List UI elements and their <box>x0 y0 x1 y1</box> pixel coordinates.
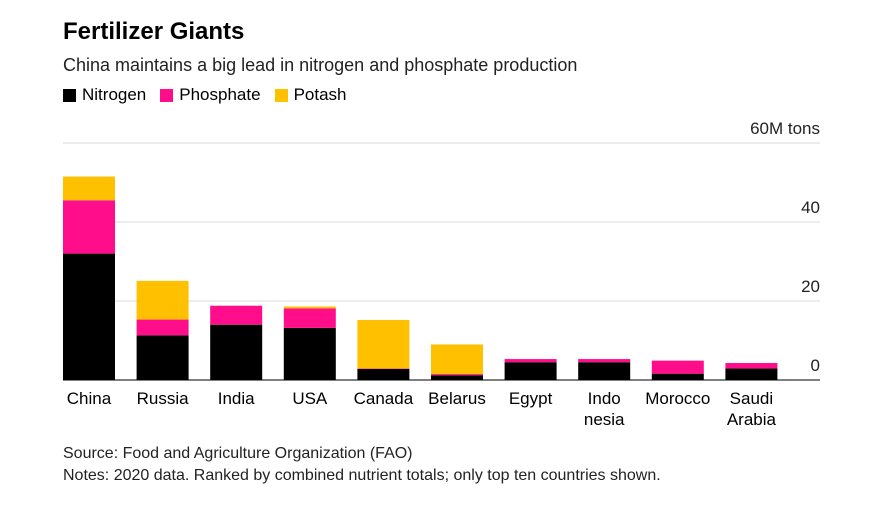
category-label-indonesia-line1: nesia <box>584 410 625 429</box>
category-label-india: India <box>218 389 255 408</box>
bar-nitrogen-usa <box>283 327 336 380</box>
bar-potash-belarus <box>431 344 483 375</box>
legend-swatch-nitrogen <box>63 88 76 102</box>
category-label-canada: Canada <box>354 389 414 408</box>
legend-label-nitrogen: Nitrogen <box>82 85 147 104</box>
category-label-saudiarabia-line0: Saudi <box>730 389 773 408</box>
category-label-usa: USA <box>292 389 328 408</box>
bar-phosphate-saudiarabia <box>725 363 778 369</box>
source-note: Source: Food and Agriculture Organizatio… <box>63 445 413 462</box>
bar-phosphate-russia <box>136 319 189 336</box>
bar-nitrogen-india <box>210 324 263 380</box>
bar-phosphate-usa <box>283 308 336 328</box>
category-label-saudiarabia-line1: Arabia <box>727 410 777 429</box>
category-label-russia: Russia <box>137 389 190 408</box>
bar-nitrogen-belarus <box>431 375 483 380</box>
bar-nitrogen-russia <box>136 335 189 380</box>
bar-potash-canada <box>357 319 410 369</box>
bar-potash-usa <box>283 306 336 309</box>
bar-phosphate-belarus <box>431 374 483 376</box>
category-label-egypt: Egypt <box>509 389 553 408</box>
category-label-china: China <box>67 389 112 408</box>
legend-item-potash: Potash <box>274 85 347 105</box>
bar-nitrogen-canada <box>357 368 410 380</box>
legend-swatch-potash <box>274 88 288 102</box>
y-tick-label-40: 40 <box>801 198 820 217</box>
bar-nitrogen-china <box>63 253 115 380</box>
chart-title: Fertilizer Giants <box>63 18 245 45</box>
y-tick-label-0: 0 <box>811 356 820 375</box>
bar-phosphate-india <box>210 305 263 325</box>
legend-swatch-phosphate <box>160 88 174 102</box>
bar-phosphate-egypt <box>504 359 557 363</box>
legend: Nitrogen Phosphate Potash <box>63 85 361 105</box>
notes: Notes: 2020 data. Ranked by combined nut… <box>63 467 661 484</box>
category-label-indonesia-line0: Indo <box>588 389 621 408</box>
legend-item-nitrogen: Nitrogen <box>63 85 146 105</box>
chart-subtitle: China maintains a big lead in nitrogen a… <box>63 55 578 75</box>
bar-nitrogen-morocco <box>651 373 704 380</box>
bar-phosphate-morocco <box>651 360 704 374</box>
bar-phosphate-china <box>63 200 115 254</box>
bar-potash-china <box>63 176 115 201</box>
legend-label-potash: Potash <box>293 85 347 104</box>
bar-phosphate-indonesia <box>578 359 631 363</box>
category-label-belarus: Belarus <box>428 389 486 408</box>
y-tick-label-20: 20 <box>801 277 820 296</box>
legend-label-phosphate: Phosphate <box>179 85 261 104</box>
bar-nitrogen-indonesia <box>578 362 631 380</box>
bar-potash-russia <box>136 280 189 320</box>
bar-nitrogen-egypt <box>504 362 557 380</box>
category-label-morocco: Morocco <box>645 389 710 408</box>
bar-nitrogen-saudiarabia <box>725 368 778 380</box>
y-tick-label-60: 60M tons <box>750 119 820 138</box>
legend-item-phosphate: Phosphate <box>160 85 261 105</box>
